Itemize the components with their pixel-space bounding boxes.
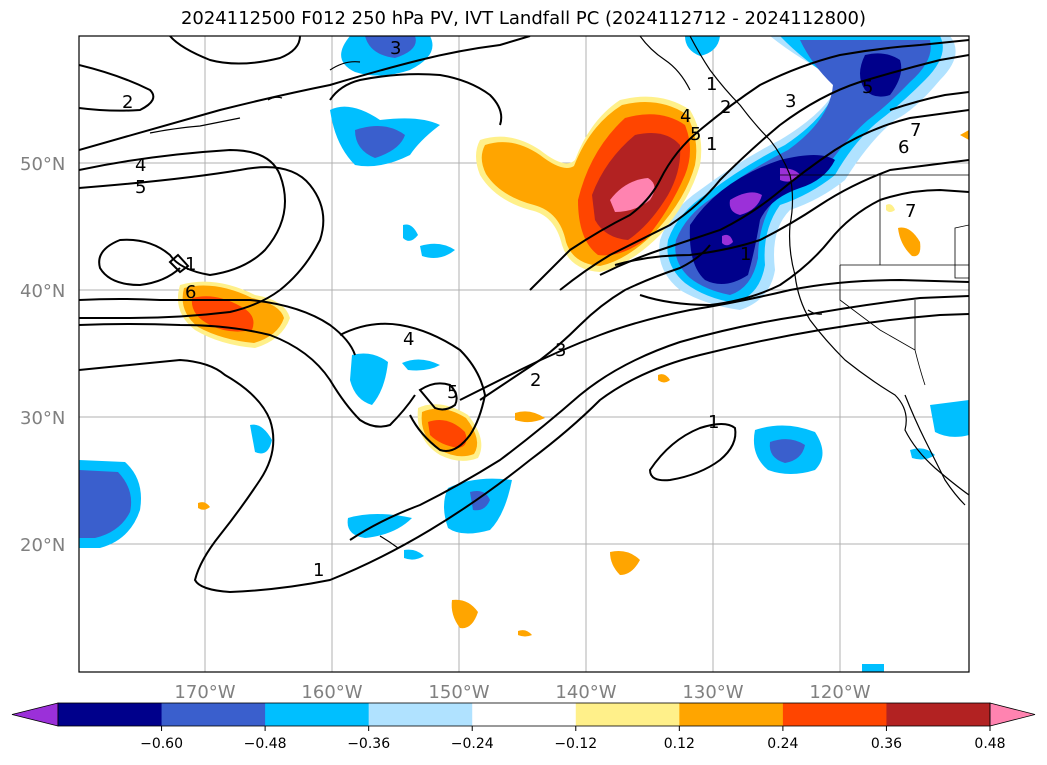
shading [79,36,969,672]
colorbar-segment [265,703,370,726]
map-plot-area: 2 4 5 6 1 3 4 5 3 2 1 1 1 2 3 4 5 6 7 1 … [79,36,969,672]
contour-label: 1 [706,74,717,95]
contour-label: 6 [898,137,909,158]
contour-labels: 2 4 5 6 1 3 4 5 3 2 1 1 1 2 3 4 5 6 7 1 … [122,38,921,581]
colorbar-segment [679,703,784,726]
contour-label: 1 [313,560,324,581]
lon-label: 160°W [301,682,362,703]
lon-label: 140°W [555,682,616,703]
lon-label: 170°W [174,682,235,703]
contour-label: 4 [680,106,691,127]
map-frame [78,35,970,673]
contour-label: 1 [185,254,196,275]
colorbar-tick-label: −0.36 [347,736,390,752]
contour-label: 3 [785,91,796,112]
colorbar-segment [58,703,163,726]
colorbar-tick-label: 0.12 [664,736,695,752]
colorbar-segment [782,703,887,726]
contour-label: 5 [862,77,873,98]
contour-label: 5 [447,382,458,403]
contour-label: 3 [390,38,401,59]
contour-label: 2 [720,97,731,118]
lat-label: 50°N [20,154,65,175]
contour-label: 1 [708,412,719,433]
contour-label: 5 [135,177,146,198]
colorbar-tick-label: −0.48 [244,736,287,752]
lon-label: 150°W [428,682,489,703]
pv-contours [79,36,969,594]
lon-label: 130°W [682,682,743,703]
contour-label: 2 [530,370,541,391]
latitude-labels: 50°N 40°N 30°N 20°N [20,154,65,556]
lat-label: 30°N [20,408,65,429]
contour-label: 2 [122,92,133,113]
colorbar-tick-label: 0.36 [871,736,902,752]
lat-label: 20°N [20,535,65,556]
contour-label: 3 [555,340,566,361]
map-title: 2024112500 F012 250 hPa PV, IVT Landfall… [180,8,867,29]
colorbar-segment [886,703,991,726]
colorbar-extend-low [11,702,59,727]
colorbar-tick-label: 0.24 [767,736,798,752]
lon-label: 120°W [809,682,870,703]
colorbar-tick-label: 0.48 [974,736,1005,752]
contour-label: 4 [403,329,414,350]
colorbar-segment [472,703,577,726]
colorbar-frame [57,702,991,727]
colorbar-segment [368,703,473,726]
contour-label: 7 [905,201,916,222]
lat-label: 40°N [20,281,65,302]
contour-label: 1 [706,134,717,155]
contour-label: 4 [135,155,146,176]
colorbar-extend-high [989,702,1036,727]
colorbar-tick-label: −0.60 [140,736,183,752]
colorbar-segment [161,703,266,726]
contour-label: 6 [185,282,196,303]
colorbar-segment [575,703,680,726]
colorbar: −0.60 −0.48 −0.36 −0.24 −0.12 0.12 0.24 0.36 0.4… [11,702,1036,752]
contour-label: 7 [910,120,921,141]
contour-label: 5 [690,124,701,145]
longitude-labels: 170°W 160°W 150°W 140°W 130°W 120°W [174,682,870,703]
colorbar-tick-label: −0.12 [554,736,597,752]
colorbar-tick-label: −0.24 [451,736,494,752]
contour-label: 1 [740,244,751,265]
